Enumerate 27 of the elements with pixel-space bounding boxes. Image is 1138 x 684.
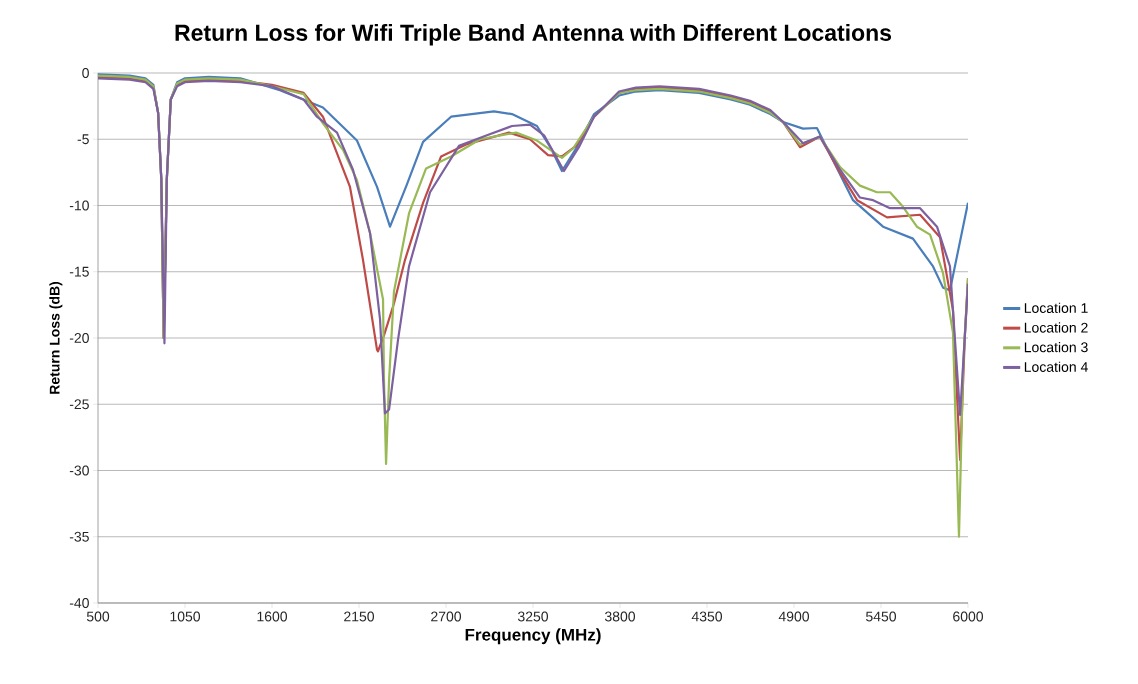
legend-label: Location 1 <box>1024 302 1088 313</box>
y-tick-label: -40 <box>69 598 89 608</box>
x-tick-label: 2150 <box>344 611 375 622</box>
legend-label: Location 2 <box>1024 322 1088 333</box>
y-tick-label: -35 <box>69 531 89 542</box>
chart-title: Return Loss for Wifi Triple Band Antenna with Different Locations <box>175 24 892 46</box>
legend-label: Location 3 <box>1024 341 1088 353</box>
y-tick-label: 0 <box>82 68 89 78</box>
y-tick-label: -15 <box>69 266 89 277</box>
x-tick-label: 3250 <box>517 611 549 622</box>
x-axis-title: Frequency (MHz) <box>465 628 601 645</box>
x-tick-label: 4900 <box>778 611 810 622</box>
x-tick-label: 1600 <box>257 611 288 622</box>
x-tick-label: 5450 <box>866 611 897 622</box>
x-tick-label: 500 <box>86 611 110 622</box>
y-tick-label: -25 <box>69 399 89 410</box>
y-tick-label: -10 <box>69 200 89 211</box>
x-tick-label: 3800 <box>604 611 636 622</box>
x-tick-label: 4350 <box>691 611 723 622</box>
x-tick-label: 1050 <box>170 611 201 622</box>
y-tick-label: -30 <box>69 465 89 476</box>
legend-label: Location 4 <box>1024 361 1088 372</box>
x-tick-label: 6000 <box>953 611 984 622</box>
y-tick-label: -5 <box>77 134 89 145</box>
y-axis-title: Return Loss (dB) <box>49 281 63 394</box>
y-tick-label: -20 <box>69 333 89 343</box>
x-tick-label: 2700 <box>431 611 462 622</box>
